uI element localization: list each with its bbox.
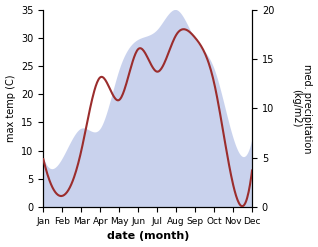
Y-axis label: med. precipitation
(kg/m2): med. precipitation (kg/m2) — [291, 64, 313, 153]
X-axis label: date (month): date (month) — [107, 231, 189, 242]
Y-axis label: max temp (C): max temp (C) — [5, 75, 16, 142]
